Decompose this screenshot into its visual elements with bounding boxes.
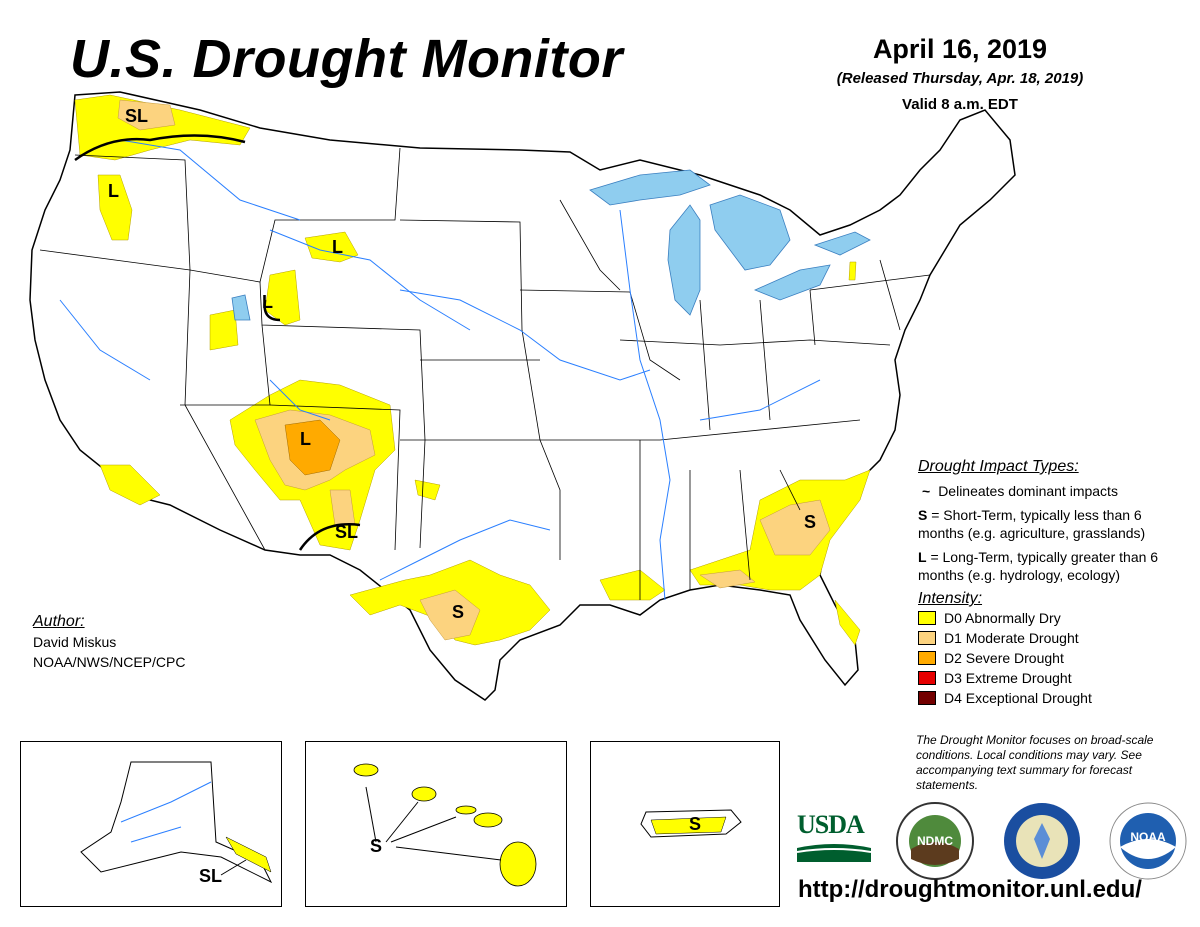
intensity-row: D4 Exceptional Drought [918,688,1188,708]
map-date: April 16, 2019 [872,34,1048,64]
ndmc-logo: NDMC [896,802,974,880]
label-or: L [108,181,119,201]
great-lakes [231,169,871,321]
d2-area [284,419,341,476]
label-wa: SL [125,106,148,126]
intensity-label: D4 Exceptional Drought [944,690,1092,706]
author-block: Author: David Miskus NOAA/NWS/NCEP/CPC [33,612,185,672]
alaska-inset: SL [20,741,282,907]
intensity-label: D0 Abnormally Dry [944,610,1061,626]
long-term-text: = Long-Term, typically greater than 6 mo… [918,549,1159,583]
valid-time: Valid 8 a.m. EDT [902,96,1018,113]
release-date: (Released Thursday, Apr. 18, 2019) [836,70,1084,87]
legend: Drought Impact Types: ~ Delineates domina… [918,458,1188,708]
noaa-text: NOAA [1130,830,1166,844]
long-term-row: L = Long-Term, typically greater than 6 … [918,548,1188,584]
intensity-row: D3 Extreme Drought [918,668,1188,688]
impact-heading: Drought Impact Types: [918,458,1079,475]
delineates-row: ~ Delineates dominant impacts [918,482,1188,500]
hawaii-inset: S [305,741,567,907]
intensity-row: D0 Abnormally Dry [918,608,1188,628]
commerce-logo [1004,803,1080,879]
intensity-label: D3 Extreme Drought [944,670,1072,686]
hawaii-map: S [353,763,537,887]
intensity-label: D2 Severe Drought [944,650,1064,666]
long-term-key: L [918,549,927,565]
intensity-row: D2 Severe Drought [918,648,1188,668]
intensity-swatch [918,671,936,685]
noaa-logo: NOAA [1109,802,1187,880]
author-org: NOAA/NWS/NCEP/CPC [33,654,186,670]
alaska-map: SL [80,761,273,886]
label-ak: SL [199,866,222,886]
label-id: L [262,292,273,312]
author-name: David Miskus [33,634,117,650]
short-term-row: S = Short-Term, typically less than 6 mo… [918,506,1188,542]
intensity-swatch [918,691,936,705]
disclaimer-note: The Drought Monitor focuses on broad-sca… [916,733,1154,792]
label-sc: S [804,512,816,532]
usda-swoosh-icon [796,844,872,862]
author-heading: Author: [33,613,85,630]
impact-line-icon: ~ [922,483,931,499]
intensity-swatch [918,631,936,645]
intensity-label: D1 Moderate Drought [944,630,1079,646]
intensity-row: D1 Moderate Drought [918,628,1188,648]
short-term-key: S [918,507,928,523]
label-nm: SL [335,522,358,542]
intensity-swatch [918,651,936,665]
puerto-rico-map: S [640,809,742,838]
label-hi: S [370,836,382,856]
site-url[interactable]: http://droughtmonitor.unl.edu/ [798,876,1142,903]
short-term-text: = Short-Term, typically less than 6 mont… [918,507,1146,541]
puerto-rico-inset: S [590,741,780,907]
label-co: L [300,429,311,449]
impact-lines [74,134,361,551]
usda-wordmark: USDA [797,810,865,839]
intensity-swatch [918,611,936,625]
intensity-heading: Intensity: [918,590,983,607]
label-tx: S [452,602,464,622]
state-boundaries [39,147,931,600]
intensity-list: D0 Abnormally Dry D1 Moderate Drought D2 S… [918,608,1188,708]
delineates-label: Delineates dominant impacts [938,483,1118,499]
ndmc-text: NDMC [917,834,953,848]
rivers [59,139,821,601]
map-title: U.S. Drought Monitor [70,29,623,89]
label-mt: L [332,237,343,257]
usda-logo: USDA [796,810,872,862]
label-pr: S [689,814,701,834]
